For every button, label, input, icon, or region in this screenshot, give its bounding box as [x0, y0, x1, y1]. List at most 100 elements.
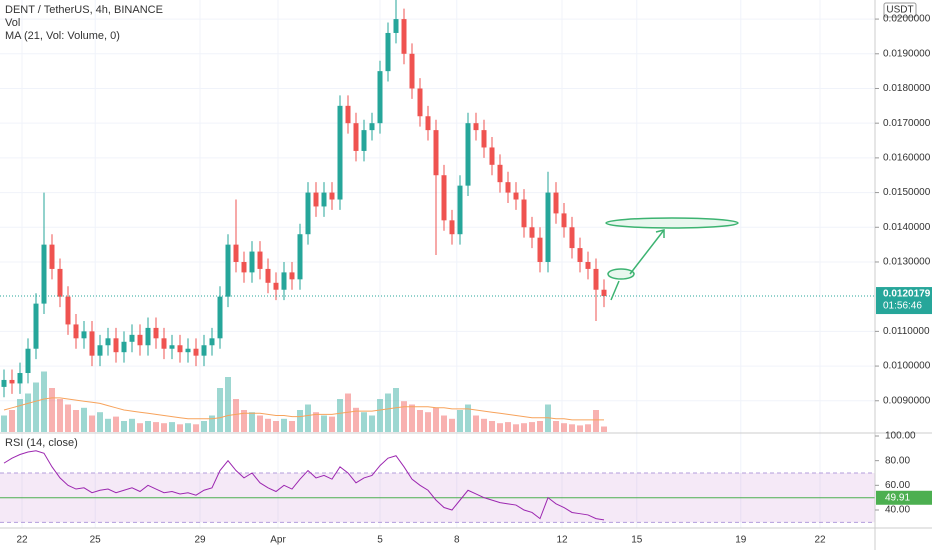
volume-bar: [201, 421, 207, 432]
volume-bar: [569, 424, 575, 432]
candle-body: [113, 338, 119, 353]
y-tick-label: 0.0200000: [883, 14, 931, 25]
candle-body: [217, 296, 223, 339]
volume-bar: [377, 399, 383, 432]
x-tick-label: 22: [16, 535, 28, 546]
candle-body: [105, 338, 111, 346]
candle-body: [457, 185, 463, 235]
candle-body: [593, 268, 599, 290]
x-tick-label: 25: [90, 535, 102, 546]
candle-body: [265, 268, 271, 283]
candle-body: [489, 147, 495, 165]
volume-bar: [369, 415, 375, 432]
candle-body: [241, 261, 247, 273]
volume-bar: [169, 422, 175, 432]
candle-body: [177, 345, 183, 353]
volume-bar: [297, 410, 303, 432]
volume-bar: [249, 412, 255, 432]
volume-bar: [321, 415, 327, 432]
candle-body: [369, 123, 375, 131]
y-tick-label: 0.0150000: [883, 187, 931, 198]
candle-body: [169, 345, 175, 349]
candle-body: [561, 213, 567, 228]
candle-body: [193, 348, 199, 356]
volume-bar: [105, 418, 111, 432]
y-tick-label: 0.0160000: [883, 153, 931, 164]
volume-ma-line: [3, 397, 604, 421]
candle-body: [161, 338, 167, 349]
volume-bar: [217, 388, 223, 432]
candle-body: [585, 261, 591, 269]
countdown: 01:56:46: [883, 301, 922, 312]
candle-body: [353, 123, 359, 151]
volume-bar: [121, 421, 127, 432]
candle-body: [545, 192, 551, 262]
volume-bar: [497, 423, 503, 432]
candle-body: [377, 71, 383, 124]
candle-body: [305, 192, 311, 235]
candle-body: [521, 199, 527, 228]
candle-body: [289, 272, 295, 280]
candle-body: [409, 53, 415, 89]
volume-label: Vol: [5, 17, 20, 29]
candle-body: [481, 130, 487, 148]
candle-body: [329, 192, 335, 200]
candle-body: [569, 227, 575, 249]
volume-bar: [601, 426, 607, 432]
annotation-ellipse: [607, 268, 635, 280]
volume-bar: [481, 418, 487, 432]
candle-body: [209, 338, 215, 346]
candle-body: [313, 192, 319, 207]
candle-body: [73, 324, 79, 339]
rsi-label: RSI (14, close): [5, 437, 78, 449]
volume-bar: [81, 407, 87, 432]
volume-bar: [273, 421, 279, 432]
x-tick-label: 8: [454, 535, 460, 546]
volume-bar: [577, 425, 583, 432]
candle-body: [129, 334, 135, 342]
volume-bar: [177, 424, 183, 432]
volume-bar: [33, 382, 39, 432]
volume-bar: [97, 412, 103, 432]
annotation-arrow: [629, 229, 665, 275]
rsi-tick-label: 60.00: [885, 480, 910, 491]
volume-bar: [521, 423, 527, 432]
volume-bar: [41, 371, 47, 432]
volume-bar: [449, 418, 455, 432]
volume-bar: [425, 412, 431, 432]
candle-body: [385, 32, 391, 72]
volume-bar: [281, 418, 287, 432]
candle-body: [49, 244, 55, 269]
volume-bar: [193, 424, 199, 432]
candle-body: [577, 248, 583, 262]
candle-body: [33, 303, 39, 349]
candle-body: [321, 192, 327, 207]
volume-bar: [113, 416, 119, 432]
rsi-tick-label: 100.00: [885, 431, 916, 442]
chart-title: DENT / TetherUS, 4h, BINANCE: [5, 4, 163, 16]
y-tick-label: 0.0170000: [883, 118, 931, 129]
volume-bar: [9, 410, 15, 432]
x-tick-label: 5: [377, 535, 383, 546]
volume-bar: [329, 416, 335, 432]
volume-bar: [153, 422, 159, 432]
candle-body: [513, 192, 519, 200]
candle-body: [337, 105, 343, 200]
volume-bar: [593, 410, 599, 432]
volume-bar: [209, 415, 215, 432]
candle-body: [473, 123, 479, 131]
volume-bar: [185, 423, 191, 432]
rsi-tick-label: 40.00: [885, 505, 910, 516]
volume-bar: [65, 404, 71, 432]
volume-bar: [465, 404, 471, 432]
volume-bar: [49, 388, 55, 432]
candle-body: [121, 341, 127, 353]
candle-body: [233, 244, 239, 262]
annotation-arrowhead: [655, 229, 665, 238]
y-tick-label: 0.0180000: [883, 83, 931, 94]
y-tick-label: 0.0140000: [883, 222, 931, 233]
candle-body: [425, 116, 431, 131]
candle-body: [9, 379, 15, 384]
candle-body: [417, 88, 423, 117]
volume-bar: [361, 412, 367, 432]
